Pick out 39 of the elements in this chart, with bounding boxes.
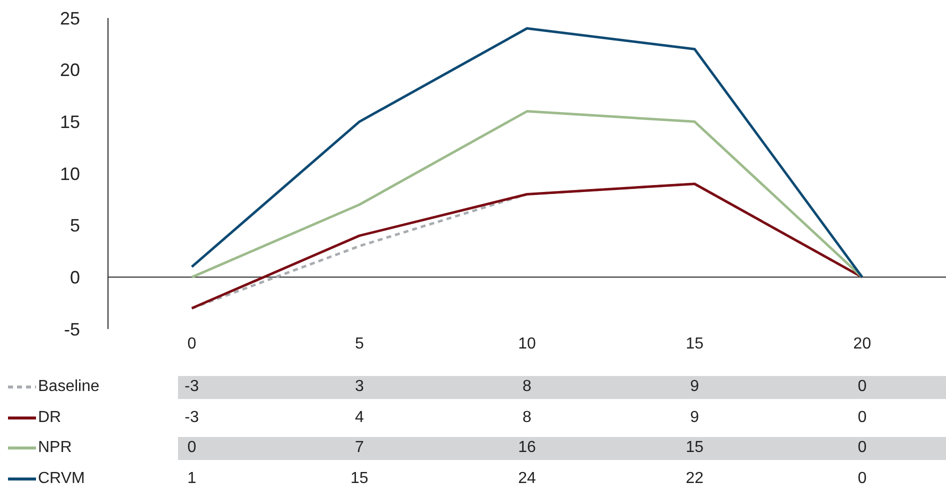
legend-label: DR (38, 408, 62, 427)
data-label: 0 (186, 439, 198, 458)
x-tick-label: 0 (187, 335, 196, 352)
data-label: 7 (354, 439, 365, 458)
y-tick-label: 5 (70, 216, 80, 236)
data-label: -3 (184, 408, 200, 427)
line-series (190, 182, 864, 310)
data-label: 3 (354, 378, 365, 396)
y-tick-label: 25 (60, 8, 80, 28)
x-tick-label: 20 (853, 335, 872, 352)
data-label: 8 (522, 408, 532, 427)
data-label: 16 (517, 439, 537, 458)
data-label: 8 (522, 378, 532, 396)
data-label: 15 (349, 470, 370, 488)
x-tick-label: 5 (354, 335, 364, 352)
data-label: 1 (186, 470, 198, 488)
line-series (190, 27, 864, 278)
data-label: 0 (856, 439, 868, 458)
y-tick-label: 20 (60, 60, 80, 80)
data-label: 9 (689, 408, 700, 427)
y-tick-label: -5 (64, 319, 80, 340)
data-label: 0 (856, 378, 868, 396)
y-tick-label: 15 (60, 112, 80, 132)
x-tick-label: 10 (518, 335, 536, 352)
data-label: 15 (684, 439, 704, 458)
y-tick-label: 0 (70, 268, 80, 288)
y-tick-label: 10 (60, 164, 80, 184)
data-label: 4 (354, 408, 365, 427)
data-label: 22 (684, 470, 704, 488)
line-series (190, 110, 864, 278)
legend-label: CRVM (38, 470, 85, 488)
data-label: 0 (856, 408, 868, 427)
data-label: 9 (689, 378, 700, 396)
legend-label: Baseline (38, 378, 100, 396)
legend-label: NPR (38, 439, 72, 458)
data-label: -3 (184, 378, 200, 396)
x-tick-label: 15 (686, 335, 704, 352)
data-label: 0 (856, 470, 868, 488)
data-label: 24 (517, 470, 537, 488)
